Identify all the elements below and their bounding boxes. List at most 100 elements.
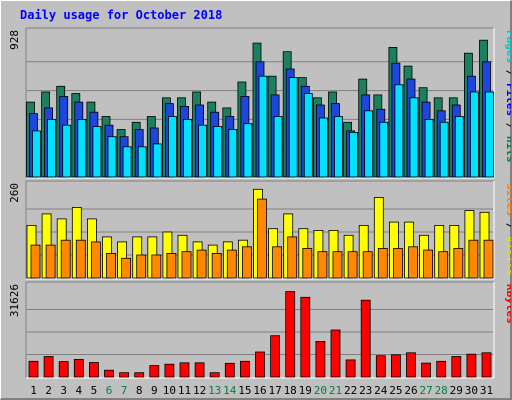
y-tick-label: 260 [8, 183, 21, 203]
bar-sites-2 [45, 244, 56, 279]
x-tick-label-20: 20 [314, 384, 327, 397]
x-tick-label-16: 16 [253, 384, 266, 397]
bar-kbytes-29 [451, 356, 462, 378]
x-tick-label-22: 22 [344, 384, 357, 397]
x-tick-label-19: 19 [299, 384, 312, 397]
chart-title: Daily usage for October 2018 [20, 8, 222, 22]
bar-pages-20 [318, 117, 328, 178]
side-label-part: / [504, 216, 511, 236]
bar-pages-8 [137, 146, 147, 178]
x-tick-label-5: 5 [91, 384, 98, 397]
bar-kbytes-27 [421, 362, 432, 378]
x-tick-label-4: 4 [75, 384, 82, 397]
bar-pages-25 [394, 84, 404, 178]
bar-sites-3 [60, 239, 71, 279]
bar-sites-27 [423, 249, 434, 279]
bar-sites-31 [483, 239, 494, 279]
bar-sites-29 [453, 247, 464, 279]
series-sites [30, 198, 494, 279]
x-tick-label-21: 21 [329, 384, 342, 397]
bar-sites-20 [317, 251, 328, 279]
bar-sites-26 [408, 246, 418, 279]
bar-pages-21 [334, 116, 343, 178]
series-kbytes [28, 291, 492, 378]
bar-kbytes-23 [360, 299, 371, 378]
bar-pages-28 [439, 121, 449, 178]
bar-kbytes-22 [345, 359, 356, 378]
bar-kbytes-25 [390, 354, 401, 378]
bar-pages-3 [62, 124, 72, 178]
panel-pages-files-hits: 928 Pages / Files / Hits [8, 27, 511, 179]
bar-kbytes-7 [119, 372, 129, 378]
x-tick-label-17: 17 [268, 384, 281, 397]
bar-pages-23 [364, 110, 374, 178]
bar-kbytes-28 [436, 360, 447, 378]
bar-sites-25 [392, 247, 403, 279]
side-label-part: / [504, 63, 511, 83]
side-label-part: / [504, 116, 511, 136]
side-label-part: Sites [504, 183, 511, 216]
series-pages [32, 75, 494, 178]
bar-sites-18 [287, 236, 298, 279]
bar-pages-17 [273, 116, 283, 178]
x-tick-label-26: 26 [404, 384, 417, 397]
bar-sites-7 [121, 257, 131, 279]
bar-kbytes-26 [406, 352, 416, 378]
bar-kbytes-5 [89, 362, 99, 378]
bar-sites-30 [468, 239, 479, 279]
side-label-part: KBytes [504, 284, 511, 324]
bar-pages-9 [152, 143, 162, 178]
bar-pages-15 [243, 123, 253, 178]
bar-sites-4 [75, 239, 86, 279]
bar-sites-23 [362, 251, 373, 279]
bar-kbytes-14 [224, 362, 235, 378]
bar-pages-26 [409, 97, 419, 178]
bar-pages-11 [183, 119, 192, 178]
bar-pages-29 [454, 116, 464, 178]
chart-panels: 928 Pages / Files / Hits 260 Sites / Visits… [8, 27, 511, 379]
x-tick-label-25: 25 [389, 384, 402, 397]
x-tick-label-11: 11 [178, 384, 191, 397]
side-label-part: Pages [504, 30, 511, 63]
bar-pages-7 [122, 146, 132, 178]
bar-pages-30 [469, 91, 479, 178]
side-label-part: Hits [504, 136, 511, 163]
bar-sites-12 [196, 249, 207, 279]
bar-kbytes-21 [330, 329, 341, 378]
bar-kbytes-3 [58, 361, 69, 378]
bar-kbytes-17 [270, 335, 281, 378]
side-label-part: Visits [504, 236, 511, 276]
bar-kbytes-31 [481, 352, 492, 378]
series-side-label: KBytes [504, 284, 511, 324]
bar-pages-5 [92, 126, 102, 178]
bar-kbytes-10 [164, 363, 175, 378]
x-tick-label-12: 12 [193, 384, 206, 397]
x-tick-label-10: 10 [163, 384, 176, 397]
x-tick-label-15: 15 [238, 384, 251, 397]
bar-pages-10 [167, 116, 177, 178]
x-tick-label-28: 28 [435, 384, 448, 397]
bar-pages-27 [424, 119, 434, 178]
bar-kbytes-18 [285, 291, 296, 378]
bar-sites-1 [30, 244, 41, 279]
x-tick-label-9: 9 [151, 384, 158, 397]
y-tick-label: 31626 [8, 284, 21, 317]
bar-sites-15 [241, 246, 252, 279]
bar-pages-2 [47, 119, 56, 178]
bar-kbytes-1 [28, 360, 39, 378]
bar-kbytes-4 [73, 358, 84, 378]
bar-kbytes-15 [239, 360, 250, 378]
bar-pages-6 [107, 136, 117, 178]
bar-pages-14 [228, 129, 238, 178]
bar-sites-22 [347, 251, 358, 279]
bar-sites-8 [136, 254, 147, 279]
bar-sites-14 [226, 249, 237, 279]
bar-pages-18 [288, 77, 298, 178]
x-tick-label-18: 18 [284, 384, 297, 397]
bar-kbytes-2 [43, 356, 54, 378]
bar-sites-5 [91, 241, 101, 279]
bar-pages-22 [349, 131, 359, 178]
bar-kbytes-30 [466, 353, 477, 378]
